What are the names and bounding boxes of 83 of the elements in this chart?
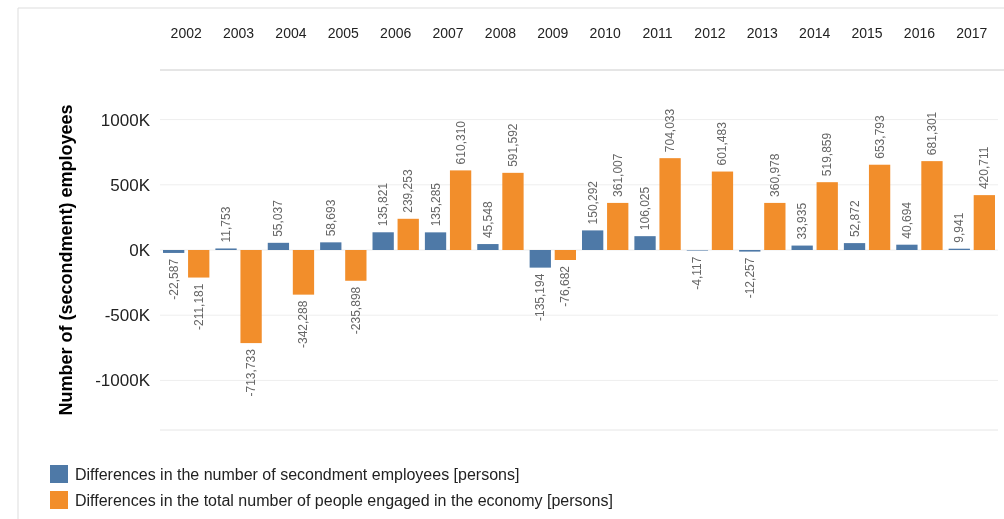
bar bbox=[554, 250, 576, 260]
bar bbox=[896, 244, 918, 250]
data-label: 106,025 bbox=[638, 186, 653, 231]
data-label: 239,253 bbox=[401, 169, 416, 213]
x-tick-label: 2015 bbox=[851, 25, 883, 41]
y-tick-label: 0K bbox=[129, 240, 151, 260]
data-label: 45,548 bbox=[480, 201, 495, 239]
bar bbox=[163, 250, 185, 253]
bar bbox=[659, 158, 681, 250]
x-tick-label: 2009 bbox=[537, 25, 569, 41]
data-label: -235,898 bbox=[348, 286, 363, 335]
data-label: 591,592 bbox=[505, 123, 520, 167]
data-label: 40,694 bbox=[899, 201, 914, 239]
x-tick-label: 2004 bbox=[275, 25, 307, 41]
data-label: 653,793 bbox=[872, 115, 887, 159]
data-label: 55,037 bbox=[271, 199, 286, 237]
bar bbox=[188, 250, 210, 278]
bar bbox=[816, 182, 838, 250]
data-label: -22,587 bbox=[166, 258, 181, 300]
bar bbox=[397, 218, 419, 250]
data-label: -211,181 bbox=[191, 283, 206, 331]
x-tick-label: 2013 bbox=[746, 25, 779, 41]
data-label: -342,288 bbox=[296, 300, 311, 349]
data-label: 150,292 bbox=[585, 180, 600, 225]
bar bbox=[582, 230, 604, 250]
bar bbox=[477, 244, 499, 250]
bar bbox=[424, 232, 447, 250]
bar bbox=[292, 250, 315, 295]
bar bbox=[502, 172, 524, 250]
bar bbox=[868, 164, 891, 250]
data-label: -4,117 bbox=[690, 256, 705, 290]
bar bbox=[973, 195, 995, 250]
x-tick-label: 2003 bbox=[222, 25, 255, 41]
data-label: 704,033 bbox=[663, 108, 678, 153]
x-tick-label: 2012 bbox=[694, 25, 726, 41]
data-label: 9,941 bbox=[952, 212, 967, 243]
x-tick-label: 2002 bbox=[170, 25, 202, 41]
bar bbox=[267, 242, 290, 250]
x-tick-label: 2008 bbox=[484, 25, 517, 41]
bar bbox=[607, 202, 629, 250]
bar bbox=[843, 243, 866, 250]
x-tick-label: 2017 bbox=[956, 25, 988, 41]
x-tick-label: 2005 bbox=[327, 25, 360, 41]
data-label: -713,733 bbox=[244, 348, 259, 397]
data-label: 58,693 bbox=[323, 199, 338, 237]
x-tick-label: 2011 bbox=[642, 25, 673, 41]
data-label: 11,753 bbox=[219, 206, 234, 243]
x-tick-label: 2010 bbox=[589, 25, 621, 41]
data-label: 519,859 bbox=[820, 132, 835, 177]
x-tick-label: 2016 bbox=[903, 25, 936, 41]
data-label: 135,821 bbox=[376, 182, 391, 227]
data-label: 135,285 bbox=[428, 182, 443, 227]
x-tick-label: 2006 bbox=[380, 25, 412, 41]
y-axis-title: Number of (secondment) employees bbox=[56, 104, 76, 416]
bar bbox=[372, 232, 394, 250]
y-tick-label: 1000K bbox=[100, 110, 151, 130]
bar bbox=[764, 202, 786, 250]
bar bbox=[345, 250, 367, 281]
data-label: 610,310 bbox=[453, 120, 468, 165]
y-tick-label: -1000K bbox=[95, 371, 151, 391]
bar bbox=[711, 171, 734, 250]
y-tick-label: -500K bbox=[104, 306, 151, 326]
data-label: 33,935 bbox=[795, 202, 810, 240]
data-label: 360,978 bbox=[767, 153, 782, 197]
bar bbox=[921, 161, 943, 250]
data-label: 601,483 bbox=[715, 121, 730, 166]
bar bbox=[634, 236, 656, 250]
x-tick-label: 2007 bbox=[432, 25, 464, 41]
bar bbox=[529, 250, 551, 268]
legend-label: Differences in the total number of people engaged in the economy [persons] bbox=[75, 491, 613, 509]
data-label: -12,257 bbox=[742, 257, 757, 299]
data-label: -135,194 bbox=[533, 273, 548, 322]
y-tick-label: 500K bbox=[110, 175, 151, 195]
data-label: 681,301 bbox=[924, 111, 939, 156]
data-label: -76,682 bbox=[558, 265, 573, 307]
bar bbox=[320, 242, 342, 250]
legend-label: Differences in the number of secondment employees [persons] bbox=[75, 465, 520, 483]
data-label: 52,872 bbox=[847, 200, 862, 238]
data-label: 361,007 bbox=[610, 153, 625, 197]
data-label: 420,711 bbox=[977, 146, 992, 190]
x-tick-label: 2014 bbox=[799, 25, 831, 41]
bar bbox=[240, 250, 262, 344]
bar bbox=[449, 170, 472, 250]
